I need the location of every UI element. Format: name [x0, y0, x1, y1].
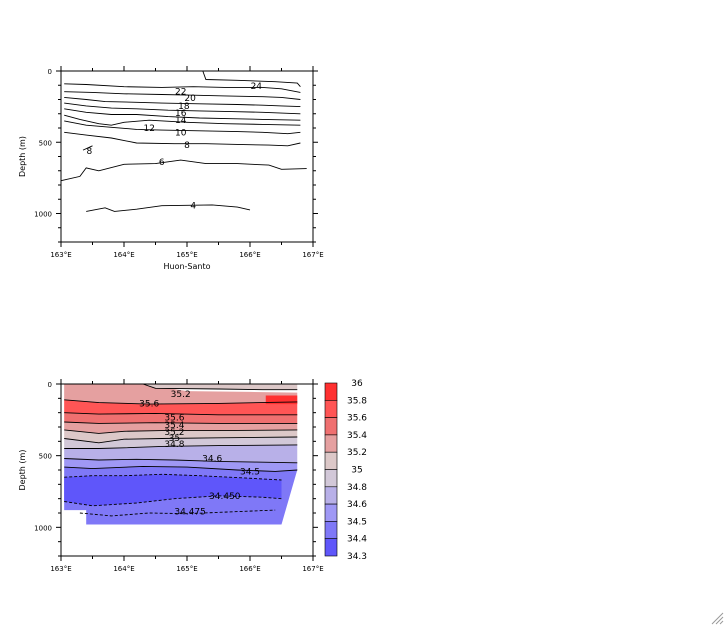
colorbar-swatch: [324, 503, 338, 522]
top-y-tick-label: 1000: [34, 211, 52, 219]
colorbar-label: 36: [351, 379, 363, 389]
bottom-contour-line: [142, 383, 298, 391]
bottom-contour-line: [64, 429, 298, 434]
bottom-contour-line: [64, 436, 298, 444]
bottom-contour-label: 34.450: [209, 492, 241, 502]
top-contour-label: 10: [175, 128, 187, 138]
colorbar-label: 35.4: [347, 431, 367, 441]
bottom-contour-label: 35.4: [164, 421, 184, 431]
top-contour-label: 22: [175, 88, 186, 98]
salinity-band: [64, 444, 298, 463]
top-contour-label: 14: [175, 116, 187, 126]
colorbar-swatch: [324, 538, 338, 557]
bottom-x-tick-label: 166°E: [239, 565, 260, 573]
colorbar-swatch: [324, 521, 338, 540]
top-contour-label: 8: [86, 147, 92, 157]
bottom-contour-label: 35.2: [171, 390, 191, 400]
bottom-y-tick-label: 0: [48, 381, 52, 389]
top-y-axis-label: Depth (m): [18, 136, 27, 177]
top-contour-line: [64, 120, 301, 135]
bottom-contour-label: 34.6: [202, 455, 222, 465]
top-contour-line: [82, 145, 93, 151]
salinity-band: [64, 412, 298, 424]
top-contour-line: [64, 108, 301, 121]
top-y-tick-label: 0: [48, 68, 52, 76]
salinity-band: [64, 458, 298, 472]
bottom-contour-line: [64, 465, 298, 472]
colorbar-swatch: [324, 382, 338, 401]
colorbar-label: 34.8: [347, 483, 367, 493]
top-x-tick-label: 167°E: [302, 251, 323, 259]
bottom-contour-line: [64, 458, 298, 464]
bottom-contour-label: 35.2: [164, 428, 184, 438]
colorbar-label: 35: [351, 466, 362, 476]
bottom-contour-line: [64, 473, 282, 481]
top-contour-label: 18: [178, 102, 190, 112]
top-contour-label: 20: [184, 94, 196, 104]
top-contour-line: [64, 83, 301, 93]
bottom-contour-label: 35.6: [164, 414, 184, 424]
bottom-contour-line: [79, 509, 276, 517]
bottom-contour-label: 35.6: [139, 399, 159, 409]
bottom-y-axis-label: Depth (m): [18, 450, 27, 491]
colorbar-label: 35.2: [347, 448, 367, 458]
top-contour-label: 6: [159, 158, 165, 168]
top-contour-line: [86, 204, 251, 212]
bottom-contour-label: 34.8: [164, 440, 184, 450]
temperature-contour-plot: 163°E 164°E 165°E 166°E 167°E 0 500 1000 Depth (…: [18, 66, 324, 271]
colorbar-swatch: [324, 417, 338, 436]
colorbar-label: 34.4: [347, 535, 367, 545]
top-contour-line: [64, 91, 301, 100]
bottom-x-tick-label: 163°E: [50, 565, 71, 573]
salinity-band: [64, 421, 298, 434]
colorbar-label: 35.8: [347, 396, 367, 406]
bottom-contour-line: [64, 399, 298, 405]
resize-grip-icon[interactable]: [710, 611, 724, 625]
top-contour-label: 8: [184, 141, 190, 151]
top-contour-line: [64, 114, 301, 126]
colorbar-swatch: [324, 469, 338, 488]
top-contour-label: 12: [143, 124, 154, 134]
top-contour-line: [64, 131, 301, 147]
bottom-x-tick-label: 167°E: [302, 565, 323, 573]
bottom-y-tick-label: 1000: [34, 524, 52, 532]
salinity-band: [64, 437, 298, 449]
top-contour-label: 16: [175, 109, 187, 119]
bottom-contour-line: [64, 444, 298, 449]
bottom-x-tick-label: 164°E: [113, 565, 134, 573]
top-x-tick-label: 166°E: [239, 251, 260, 259]
salinity-band: [64, 429, 298, 443]
top-x-tick-label: 164°E: [113, 251, 134, 259]
colorbar-swatch: [324, 451, 338, 470]
bottom-contour-label: 34.475: [174, 508, 206, 518]
colorbar-swatch: [324, 486, 338, 505]
top-contour-line: [202, 70, 301, 87]
salinity-colorbar: 36 35.8 35.6 35.4 35.2 35 34.8 34.6 34.5 34.4 34.3: [324, 379, 367, 562]
bottom-contour-line: [64, 412, 298, 416]
bottom-x-tick-label: 165°E: [176, 565, 197, 573]
top-contour-line: [64, 96, 301, 108]
bottom-contour-line: [64, 495, 282, 507]
top-y-tick-label: 500: [39, 139, 52, 147]
top-x-axis-label: Huon-Santo: [163, 262, 210, 271]
top-contour-label: 4: [190, 202, 196, 212]
top-x-tick-label: 163°E: [50, 251, 71, 259]
top-contour-line: [64, 102, 301, 115]
top-x-tick-label: 165°E: [176, 251, 197, 259]
colorbar-label: 35.6: [347, 414, 367, 424]
salinity-filled-contour-plot: 35.235.635.635.435.23534.834.634.534.450…: [18, 379, 324, 573]
top-contour-line: [60, 159, 307, 182]
bottom-y-tick-label: 500: [39, 453, 52, 461]
colorbar-swatch: [324, 399, 338, 418]
colorbar-label: 34.5: [347, 517, 367, 527]
colorbar-label: 34.6: [347, 500, 367, 510]
bottom-contour-label: 34.5: [240, 467, 260, 477]
salinity-band: [64, 384, 298, 405]
bottom-contour-line: [64, 421, 298, 424]
salinity-band: [64, 474, 282, 506]
bottom-contour-label: 35: [169, 434, 180, 444]
colorbar-swatch: [324, 434, 338, 453]
colorbar-label: 34.3: [347, 552, 367, 562]
